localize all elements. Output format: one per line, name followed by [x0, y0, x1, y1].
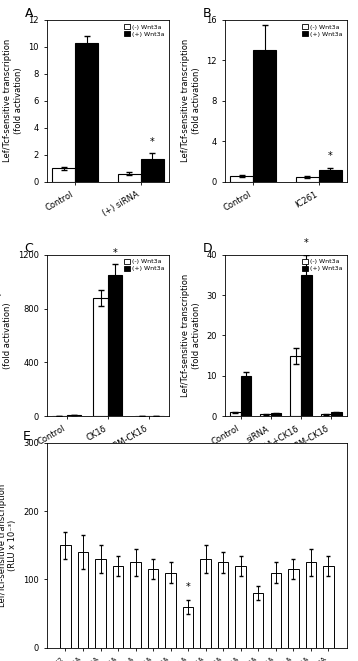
Text: A: A	[24, 7, 33, 20]
Y-axis label: Lef/Tcf-sensitive transcription
(fold activation): Lef/Tcf-sensitive transcription (fold ac…	[181, 274, 201, 397]
Bar	[52, 168, 75, 182]
Bar	[296, 176, 319, 182]
Bar	[230, 176, 253, 182]
Bar	[236, 566, 246, 648]
Bar	[78, 552, 88, 648]
Text: *: *	[113, 247, 117, 258]
Bar	[253, 593, 263, 648]
Bar	[253, 50, 276, 182]
Legend: (-) Wnt3a, (+) Wnt3a: (-) Wnt3a, (+) Wnt3a	[300, 258, 344, 272]
Legend: (-) Wnt3a, (+) Wnt3a: (-) Wnt3a, (+) Wnt3a	[122, 258, 166, 272]
Bar	[301, 275, 311, 416]
Bar	[271, 413, 281, 416]
Text: E: E	[23, 430, 30, 443]
Y-axis label: Lef/Tcf-sensitive transcription
(RLU x 10⁻³): Lef/Tcf-sensitive transcription (RLU x 1…	[0, 484, 18, 607]
Bar	[148, 569, 158, 648]
Bar	[141, 159, 164, 182]
Bar	[290, 356, 301, 416]
Bar	[108, 275, 122, 416]
Bar	[113, 566, 123, 648]
Text: *: *	[304, 238, 309, 248]
Bar	[60, 545, 71, 648]
Y-axis label: Lef/Tcf-sensitive transcription
(fold activation): Lef/Tcf-sensitive transcription (fold ac…	[181, 39, 201, 163]
Bar	[118, 174, 141, 182]
Text: *: *	[150, 137, 155, 147]
Y-axis label: Lef/Tcf-sensitive transcription
(fold activation): Lef/Tcf-sensitive transcription (fold ac…	[0, 274, 12, 397]
Bar	[230, 412, 241, 416]
Text: D: D	[202, 242, 212, 254]
Bar	[260, 414, 271, 416]
Text: B: B	[202, 7, 211, 20]
Text: *: *	[328, 151, 333, 161]
Bar	[271, 572, 281, 648]
Bar	[320, 414, 331, 416]
Text: C: C	[24, 242, 33, 254]
Bar	[200, 559, 211, 648]
Bar	[288, 569, 299, 648]
Bar	[183, 607, 193, 648]
Legend: (-) Wnt3a, (+) Wnt3a: (-) Wnt3a, (+) Wnt3a	[122, 23, 166, 38]
Bar	[95, 559, 106, 648]
Bar	[305, 563, 316, 648]
Bar	[75, 43, 98, 182]
Text: *: *	[186, 582, 190, 592]
Bar	[165, 572, 176, 648]
Bar	[331, 412, 342, 416]
Bar	[93, 297, 108, 416]
Bar	[241, 376, 251, 416]
Bar	[218, 563, 228, 648]
Bar	[67, 415, 81, 416]
Y-axis label: Lef/Tcf-sensitive transcription
(fold activation): Lef/Tcf-sensitive transcription (fold ac…	[4, 39, 23, 163]
Bar	[323, 566, 334, 648]
Bar	[130, 563, 141, 648]
Legend: (-) Wnt3a, (+) Wnt3a: (-) Wnt3a, (+) Wnt3a	[300, 23, 344, 38]
Bar	[319, 170, 342, 182]
